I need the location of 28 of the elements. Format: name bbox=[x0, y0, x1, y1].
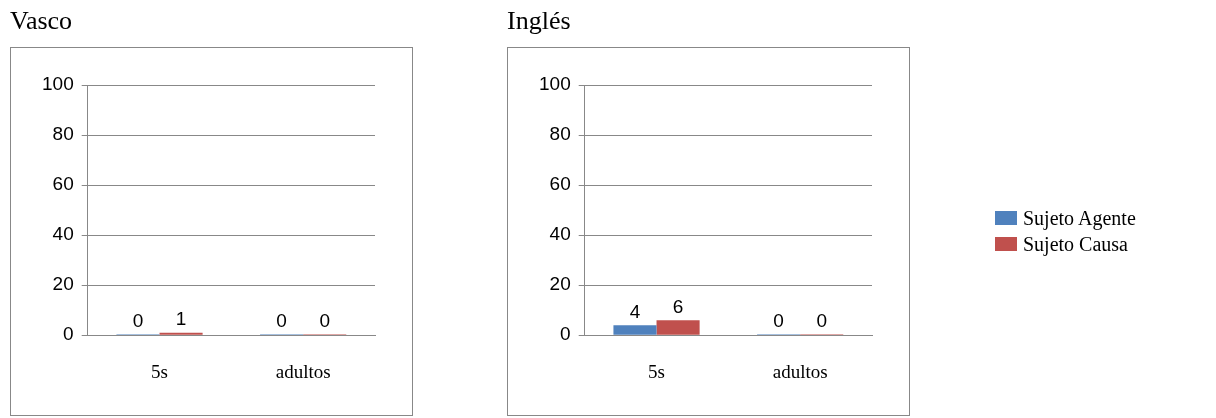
y-tick-label: 0 bbox=[63, 323, 74, 345]
data-label: 0 bbox=[132, 309, 144, 331]
y-tick-label: 0 bbox=[560, 323, 571, 345]
y-tick-label: 40 bbox=[52, 223, 74, 245]
y-tick-label: 100 bbox=[42, 73, 74, 95]
y-tick-label: 100 bbox=[539, 73, 571, 95]
data-label: 1 bbox=[175, 308, 187, 330]
y-tick-label: 20 bbox=[549, 273, 571, 295]
y-tick-label: 60 bbox=[549, 173, 571, 195]
x-tick-label: 5s bbox=[151, 360, 168, 382]
data-label: 0 bbox=[773, 309, 784, 331]
legend-label: Sujeto Causa bbox=[1023, 232, 1128, 256]
y-tick-label: 20 bbox=[52, 273, 74, 295]
x-tick-label: adultos bbox=[772, 360, 828, 382]
chart-title: Vasco bbox=[10, 6, 73, 36]
data-label: 0 bbox=[319, 309, 331, 331]
data-label: 0 bbox=[276, 309, 287, 331]
chart-title: Inglés bbox=[507, 6, 571, 36]
x-tick-label: adultos bbox=[275, 360, 331, 382]
data-label: 4 bbox=[629, 300, 641, 322]
y-tick-label: 80 bbox=[52, 123, 74, 145]
y-tick-label: 40 bbox=[549, 223, 571, 245]
legend-label: Sujeto Agente bbox=[1023, 206, 1136, 230]
x-tick-label: 5s bbox=[648, 360, 665, 382]
data-label: 0 bbox=[816, 309, 828, 331]
data-label: 6 bbox=[672, 295, 684, 317]
y-tick-label: 80 bbox=[549, 123, 571, 145]
y-tick-label: 60 bbox=[52, 173, 74, 195]
